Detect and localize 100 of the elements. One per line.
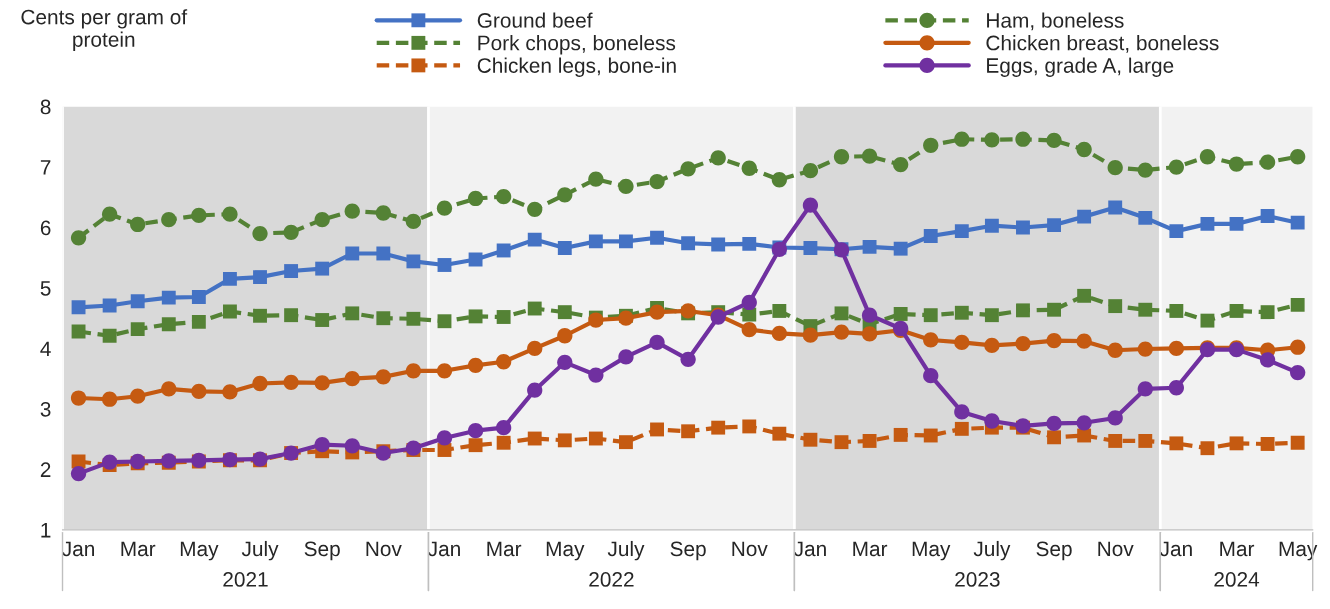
point xyxy=(1138,302,1153,317)
point xyxy=(588,234,603,249)
point xyxy=(527,431,542,446)
point xyxy=(1077,288,1092,303)
point xyxy=(893,241,908,256)
x-tick-label: Jan xyxy=(428,541,460,557)
point xyxy=(1108,299,1123,314)
point xyxy=(527,340,543,357)
point xyxy=(984,308,999,323)
point xyxy=(1076,141,1092,158)
point xyxy=(1260,437,1275,451)
point xyxy=(496,310,511,324)
x-tick-label: Nov xyxy=(366,541,402,557)
point xyxy=(1108,200,1123,215)
point xyxy=(741,322,757,338)
point xyxy=(741,160,757,176)
point xyxy=(406,311,421,326)
point xyxy=(314,375,330,391)
x-tick-label: July xyxy=(973,540,1011,561)
point xyxy=(954,404,970,420)
point xyxy=(1047,430,1061,445)
point xyxy=(803,241,818,256)
point xyxy=(618,349,634,365)
point xyxy=(436,430,453,446)
point xyxy=(1137,162,1153,178)
point xyxy=(557,241,572,256)
point xyxy=(1168,380,1184,396)
point xyxy=(314,436,330,453)
point xyxy=(862,434,877,448)
point xyxy=(923,368,939,384)
point xyxy=(315,313,330,327)
point xyxy=(1200,313,1215,328)
point xyxy=(802,197,819,213)
point xyxy=(1137,341,1153,357)
point xyxy=(1076,333,1092,349)
point xyxy=(742,419,757,434)
point xyxy=(588,171,604,187)
x-tick-label: July xyxy=(241,540,279,561)
point xyxy=(1047,302,1061,317)
point xyxy=(467,423,484,439)
point xyxy=(619,234,633,249)
point xyxy=(772,304,787,318)
point xyxy=(923,332,939,348)
point xyxy=(772,426,787,441)
y-axis-title: Cents per gram of protein xyxy=(21,9,188,51)
point xyxy=(1169,304,1184,318)
point xyxy=(314,212,330,228)
point xyxy=(861,326,878,342)
band-label: 2023 xyxy=(955,572,1000,587)
x-tick-label: May xyxy=(546,541,585,561)
x-tick-label: Sep xyxy=(670,541,706,561)
x-tick-label: Sep xyxy=(1036,541,1072,561)
band-label: 2024 xyxy=(1214,572,1260,587)
point xyxy=(681,424,696,439)
point xyxy=(680,161,696,177)
point xyxy=(130,216,146,233)
point xyxy=(923,137,939,153)
point xyxy=(102,328,117,343)
point xyxy=(833,149,850,165)
point xyxy=(406,254,421,269)
point xyxy=(284,308,299,323)
point xyxy=(130,322,145,337)
point xyxy=(345,246,360,261)
point xyxy=(1047,218,1061,233)
point xyxy=(1229,304,1244,318)
point xyxy=(436,363,453,379)
y-tick-label: 1 xyxy=(41,523,51,538)
x-tick-label: July xyxy=(607,540,645,561)
point xyxy=(527,301,542,316)
point xyxy=(376,311,391,326)
point xyxy=(1290,149,1306,165)
y-tick-label: 6 xyxy=(40,220,51,236)
x-tick-label: Nov xyxy=(732,541,768,557)
point xyxy=(1168,159,1184,175)
x-tick-label: Jan xyxy=(62,541,94,557)
point xyxy=(557,187,573,203)
y-tick-label: 4 xyxy=(40,341,51,356)
point xyxy=(1016,303,1030,318)
point xyxy=(405,213,422,230)
x-tick-label: Nov xyxy=(1098,541,1134,557)
point xyxy=(496,435,511,450)
point xyxy=(191,290,206,304)
legend-label: Ham, boneless xyxy=(987,12,1124,31)
point xyxy=(954,421,969,436)
point xyxy=(315,261,330,276)
point xyxy=(680,351,696,367)
point xyxy=(344,203,360,219)
point xyxy=(649,173,665,190)
point xyxy=(1290,435,1305,450)
point xyxy=(467,357,484,373)
point xyxy=(923,308,938,323)
point xyxy=(862,239,877,254)
legend-label: Pork chops, boneless xyxy=(478,35,676,55)
point xyxy=(861,148,878,164)
point xyxy=(893,156,909,173)
point xyxy=(70,390,87,406)
point xyxy=(1046,415,1062,432)
point xyxy=(161,381,177,397)
point xyxy=(557,305,572,320)
point xyxy=(650,230,664,245)
